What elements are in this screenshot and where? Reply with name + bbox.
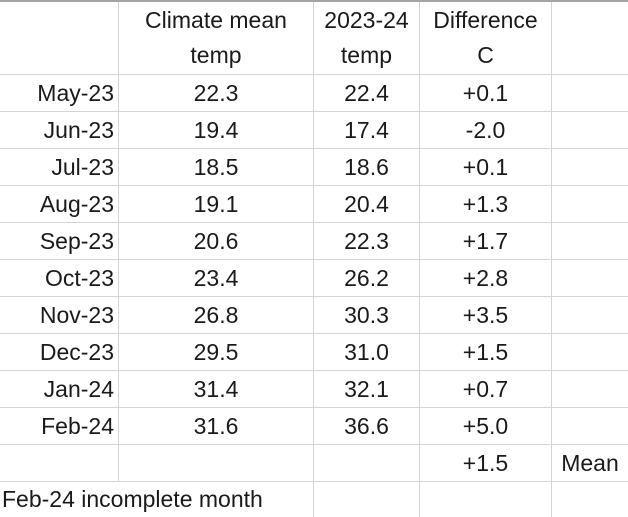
header-line-1: 2023-24: [324, 7, 409, 33]
table-row-jan-24: Jan-24 31.4 32.1 +0.7: [0, 371, 628, 408]
climate-mean-cell[interactable]: 23.4: [119, 260, 314, 297]
season-temp-cell[interactable]: 26.2: [314, 260, 420, 297]
month-cell[interactable]: Nov-23: [0, 297, 119, 334]
table-header-row: Climate mean temp 2023-24 temp Differenc…: [0, 2, 628, 75]
table-row-aug-23: Aug-23 19.1 20.4 +1.3: [0, 186, 628, 223]
difference-cell[interactable]: +1.3: [420, 186, 552, 223]
empty-cell[interactable]: [552, 482, 628, 517]
table-row-jul-23: Jul-23 18.5 18.6 +0.1: [0, 149, 628, 186]
season-temp-cell[interactable]: 36.6: [314, 408, 420, 445]
difference-cell[interactable]: -2.0: [420, 112, 552, 149]
month-cell[interactable]: Jul-23: [0, 149, 119, 186]
extra-cell[interactable]: [552, 371, 628, 408]
header-cell-climate-mean[interactable]: Climate mean temp: [119, 2, 314, 75]
climate-mean-cell[interactable]: 20.6: [119, 223, 314, 260]
extra-cell[interactable]: [552, 149, 628, 186]
header-line-1: Climate mean: [145, 7, 287, 33]
extra-cell[interactable]: [552, 186, 628, 223]
table-row-feb-24: Feb-24 31.6 36.6 +5.0: [0, 408, 628, 445]
difference-cell[interactable]: +0.1: [420, 149, 552, 186]
header-line-2: C: [477, 42, 494, 68]
mean-row: +1.5 Mean: [0, 445, 628, 482]
mean-difference-cell[interactable]: +1.5: [420, 445, 552, 482]
climate-mean-cell[interactable]: 26.8: [119, 297, 314, 334]
difference-cell[interactable]: +3.5: [420, 297, 552, 334]
header-cell-2023-24-temp[interactable]: 2023-24 temp: [314, 2, 420, 75]
month-cell[interactable]: Jun-23: [0, 112, 119, 149]
header-cell-month[interactable]: [0, 2, 119, 75]
season-temp-cell[interactable]: 22.3: [314, 223, 420, 260]
difference-cell[interactable]: +1.7: [420, 223, 552, 260]
header-line-2: temp: [340, 42, 393, 68]
extra-cell[interactable]: [552, 112, 628, 149]
difference-cell[interactable]: +0.7: [420, 371, 552, 408]
difference-cell[interactable]: +5.0: [420, 408, 552, 445]
season-temp-cell[interactable]: 30.3: [314, 297, 420, 334]
difference-cell[interactable]: +2.8: [420, 260, 552, 297]
empty-cell[interactable]: [119, 445, 314, 482]
climate-mean-cell[interactable]: 19.1: [119, 186, 314, 223]
extra-cell[interactable]: [552, 223, 628, 260]
month-cell[interactable]: Dec-23: [0, 334, 119, 371]
header-line-1: Difference: [433, 7, 538, 33]
climate-mean-cell[interactable]: 31.4: [119, 371, 314, 408]
table-row-jun-23: Jun-23 19.4 17.4 -2.0: [0, 112, 628, 149]
season-temp-cell[interactable]: 18.6: [314, 149, 420, 186]
season-temp-cell[interactable]: 20.4: [314, 186, 420, 223]
climate-mean-cell[interactable]: 22.3: [119, 75, 314, 112]
month-cell[interactable]: Jan-24: [0, 371, 119, 408]
empty-cell[interactable]: [420, 482, 552, 517]
season-temp-cell[interactable]: 22.4: [314, 75, 420, 112]
extra-cell[interactable]: [552, 75, 628, 112]
footnote-cell[interactable]: Feb-24 incomplete month: [0, 482, 314, 517]
extra-cell[interactable]: [552, 260, 628, 297]
empty-cell[interactable]: [314, 482, 420, 517]
difference-cell[interactable]: +1.5: [420, 334, 552, 371]
empty-cell[interactable]: [314, 445, 420, 482]
header-line-2: temp: [190, 42, 242, 68]
header-cell-difference[interactable]: Difference C: [420, 2, 552, 75]
month-cell[interactable]: Aug-23: [0, 186, 119, 223]
climate-mean-cell[interactable]: 18.5: [119, 149, 314, 186]
climate-mean-cell[interactable]: 29.5: [119, 334, 314, 371]
extra-cell[interactable]: [552, 334, 628, 371]
header-cell-extra[interactable]: [552, 2, 628, 75]
footnote-row: Feb-24 incomplete month: [0, 482, 628, 517]
season-temp-cell[interactable]: 17.4: [314, 112, 420, 149]
month-cell[interactable]: Feb-24: [0, 408, 119, 445]
month-cell[interactable]: Sep-23: [0, 223, 119, 260]
season-temp-cell[interactable]: 31.0: [314, 334, 420, 371]
climate-mean-cell[interactable]: 31.6: [119, 408, 314, 445]
table-row-oct-23: Oct-23 23.4 26.2 +2.8: [0, 260, 628, 297]
season-temp-cell[interactable]: 32.1: [314, 371, 420, 408]
extra-cell[interactable]: [552, 297, 628, 334]
difference-cell[interactable]: +0.1: [420, 75, 552, 112]
climate-mean-cell[interactable]: 19.4: [119, 112, 314, 149]
month-cell[interactable]: Oct-23: [0, 260, 119, 297]
extra-cell[interactable]: [552, 408, 628, 445]
table-row-dec-23: Dec-23 29.5 31.0 +1.5: [0, 334, 628, 371]
table-row-nov-23: Nov-23 26.8 30.3 +3.5: [0, 297, 628, 334]
empty-cell[interactable]: [0, 445, 119, 482]
table-row-sep-23: Sep-23 20.6 22.3 +1.7: [0, 223, 628, 260]
month-cell[interactable]: May-23: [0, 75, 119, 112]
mean-label-cell[interactable]: Mean: [552, 445, 628, 482]
table-row-may-23: May-23 22.3 22.4 +0.1: [0, 75, 628, 112]
